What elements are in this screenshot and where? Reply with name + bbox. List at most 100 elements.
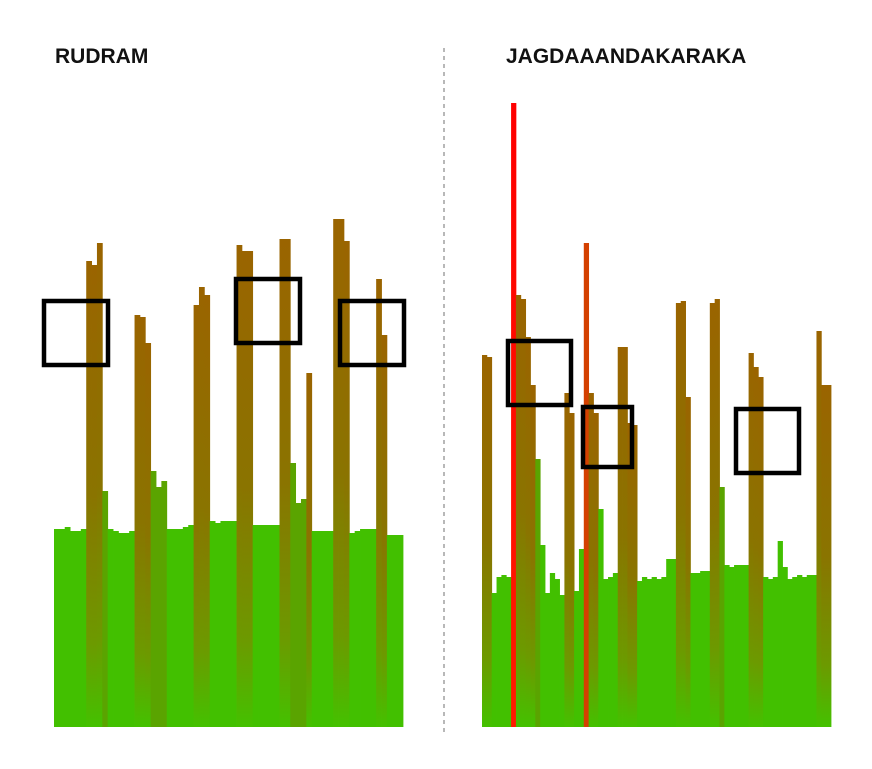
jagdaa-bar-5 <box>506 577 512 727</box>
rudram-bar-50 <box>322 531 329 727</box>
jagdaa-bar-32 <box>637 581 643 727</box>
jagdaa-bar-22 <box>588 393 594 727</box>
highlight-box-1-0 <box>505 338 574 408</box>
jagdaa-bar-28 <box>617 347 623 727</box>
jagdaa-bar-34 <box>646 579 653 727</box>
bar-series-left <box>54 219 404 727</box>
rudram-bar-1 <box>59 529 66 727</box>
rudram-bar-53 <box>338 219 345 727</box>
rudram-bar-61 <box>381 335 388 727</box>
rudram-bar-12 <box>118 533 125 727</box>
rudram-bar-59 <box>370 529 377 727</box>
bar-series-right <box>482 103 832 727</box>
jagdaa-bar-43 <box>690 573 696 727</box>
rudram-bar-47 <box>306 373 313 727</box>
jagdaa-bar-44 <box>695 573 701 727</box>
jagdaa-bar-65 <box>797 575 803 727</box>
rudram-bar-13 <box>123 533 130 727</box>
jagdaa-bar-19 <box>574 591 580 727</box>
rudram-bar-52 <box>333 219 339 727</box>
highlight-box-0-2 <box>337 298 407 368</box>
jagdaa-bar-57 <box>758 377 764 727</box>
jagdaa-bar-6 <box>511 103 517 727</box>
rudram-bar-38 <box>258 525 264 727</box>
jagdaa-bar-8 <box>520 299 527 727</box>
jagdaa-bar-13 <box>545 593 551 727</box>
rudram-bar-11 <box>113 531 119 727</box>
highlight-box-0-0 <box>41 298 111 368</box>
jagdaa-bar-54 <box>743 565 749 727</box>
rudram-bar-60 <box>376 279 382 727</box>
jagdaa-bar-70 <box>821 385 827 727</box>
rudram-bar-48 <box>311 531 318 727</box>
rudram-bar-46 <box>300 499 307 727</box>
jagdaa-bar-63 <box>787 579 793 727</box>
rudram-bar-45 <box>295 503 302 727</box>
rudram-bar-5 <box>80 529 87 727</box>
rudram-bar-64 <box>397 535 404 727</box>
rudram-bar-6 <box>86 261 92 727</box>
jagdaa-bar-11 <box>535 459 541 727</box>
jagdaa-bar-68 <box>811 575 817 727</box>
jagdaa-bar-23 <box>593 413 599 727</box>
jagdaa-bar-18 <box>569 413 575 727</box>
rudram-bar-17 <box>145 343 152 727</box>
jagdaa-bar-38 <box>666 559 672 727</box>
rudram-bar-21 <box>166 529 173 727</box>
jagdaa-bar-52 <box>734 565 740 727</box>
jagdaa-bar-53 <box>738 565 745 727</box>
jagdaa-bar-25 <box>603 579 609 727</box>
rudram-bar-55 <box>349 533 356 727</box>
rudram-bar-14 <box>129 531 135 727</box>
jagdaa-bar-69 <box>816 331 822 727</box>
panel-title-right: JAGDAAANDAKARAKA <box>506 45 746 68</box>
jagdaa-bar-36 <box>656 579 662 727</box>
jagdaa-bar-26 <box>608 577 614 727</box>
rudram-bar-24 <box>182 527 189 727</box>
rudram-bar-4 <box>75 531 82 727</box>
jagdaa-bar-15 <box>554 579 560 727</box>
jagdaa-bar-46 <box>704 571 711 727</box>
rudram-bar-2 <box>64 527 71 727</box>
jagdaa-bar-3 <box>496 577 502 727</box>
rudram-bar-54 <box>343 241 350 727</box>
rudram-bar-44 <box>290 463 297 727</box>
rudram-bar-3 <box>70 531 76 727</box>
rudram-bar-9 <box>102 491 109 727</box>
rudram-bar-26 <box>193 305 200 727</box>
rudram-bar-49 <box>317 531 323 727</box>
rudram-bar-33 <box>231 521 237 727</box>
jagdaa-bar-31 <box>632 425 638 727</box>
rudram-bar-56 <box>354 531 361 727</box>
jagdaa-bar-60 <box>772 577 779 727</box>
jagdaa-bar-45 <box>700 571 706 727</box>
jagdaa-bar-20 <box>578 549 585 727</box>
jagdaa-bar-42 <box>685 397 691 727</box>
jagdaa-bar-66 <box>801 577 808 727</box>
rudram-bar-37 <box>252 525 259 727</box>
rudram-bar-15 <box>134 315 141 727</box>
rudram-bar-18 <box>150 471 157 727</box>
jagdaa-bar-24 <box>598 509 604 727</box>
jagdaa-bar-61 <box>777 541 783 727</box>
rudram-bar-25 <box>188 525 194 727</box>
jagdaa-bar-37 <box>661 577 667 727</box>
rudram-bar-16 <box>139 317 146 727</box>
jagdaa-bar-55 <box>748 353 754 727</box>
jagdaa-bar-27 <box>612 573 619 727</box>
rudram-bar-57 <box>360 529 366 727</box>
jagdaa-bar-48 <box>714 299 720 727</box>
rudram-bar-41 <box>274 525 280 727</box>
rudram-bar-20 <box>161 481 168 727</box>
rudram-bar-30 <box>215 523 221 727</box>
rudram-bar-43 <box>284 239 291 727</box>
jagdaa-bar-29 <box>622 347 628 727</box>
jagdaa-bar-67 <box>806 575 813 727</box>
jagdaa-bar-4 <box>501 575 507 727</box>
jagdaa-bar-2 <box>491 593 497 727</box>
highlight-box-0-1 <box>233 276 303 346</box>
jagdaa-bar-59 <box>767 579 774 727</box>
highlight-box-1-2 <box>733 406 802 476</box>
rudram-bar-10 <box>107 529 114 727</box>
